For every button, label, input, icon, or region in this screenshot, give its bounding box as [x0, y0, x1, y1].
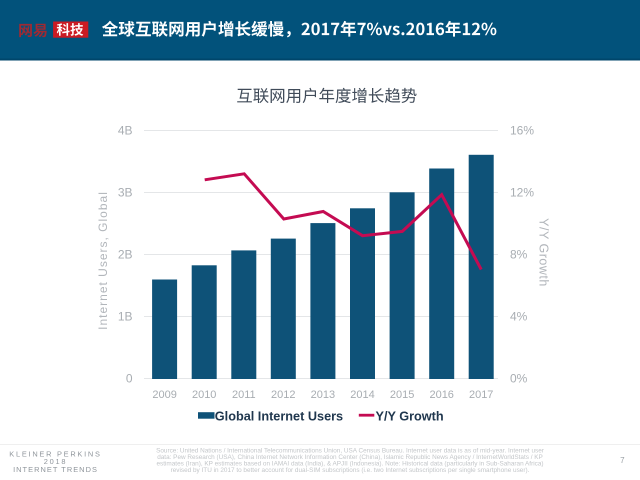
svg-text:4B: 4B — [118, 124, 133, 138]
svg-text:2012: 2012 — [271, 389, 295, 401]
svg-text:2018: 2018 — [44, 457, 67, 466]
svg-text:12%: 12% — [510, 186, 534, 200]
svg-text:2011: 2011 — [232, 389, 256, 401]
svg-text:Internet Users, Global: Internet Users, Global — [96, 191, 110, 330]
svg-text:1B: 1B — [118, 310, 133, 324]
svg-text:8%: 8% — [510, 248, 528, 262]
svg-text:4%: 4% — [510, 310, 528, 324]
svg-text:2B: 2B — [118, 248, 133, 262]
svg-text:INTERNET TRENDS: INTERNET TRENDS — [13, 465, 98, 474]
svg-text:Y/Y Growth: Y/Y Growth — [537, 218, 551, 287]
svg-text:Y/Y Growth: Y/Y Growth — [376, 410, 444, 424]
svg-text:Global Internet Users: Global Internet Users — [215, 410, 343, 424]
svg-text:2015: 2015 — [390, 389, 414, 401]
svg-text:7: 7 — [620, 456, 625, 465]
svg-text:data: Pew Research (USA), Chin: data: Pew Research (USA), China Internet… — [157, 454, 543, 461]
svg-text:0: 0 — [126, 372, 133, 386]
svg-text:2010: 2010 — [192, 389, 216, 401]
svg-text:2016: 2016 — [429, 389, 453, 401]
svg-text:Source: United Nations / Inter: Source: United Nations / International T… — [156, 448, 545, 455]
svg-text:2013: 2013 — [311, 389, 335, 401]
svg-text:3B: 3B — [118, 186, 133, 200]
svg-text:16%: 16% — [510, 124, 534, 138]
svg-text:KLEINER PERKINS: KLEINER PERKINS — [9, 450, 101, 459]
svg-text:2009: 2009 — [152, 389, 176, 401]
svg-text:2014: 2014 — [350, 389, 374, 401]
svg-text:estimates (Iran), KP estimates: estimates (Iran), KP estimates based on … — [156, 461, 543, 468]
svg-text:0%: 0% — [510, 372, 528, 386]
svg-text:revised by ITU in 2017 to bett: revised by ITU in 2017 to better account… — [171, 467, 530, 474]
svg-text:2017: 2017 — [469, 389, 493, 401]
